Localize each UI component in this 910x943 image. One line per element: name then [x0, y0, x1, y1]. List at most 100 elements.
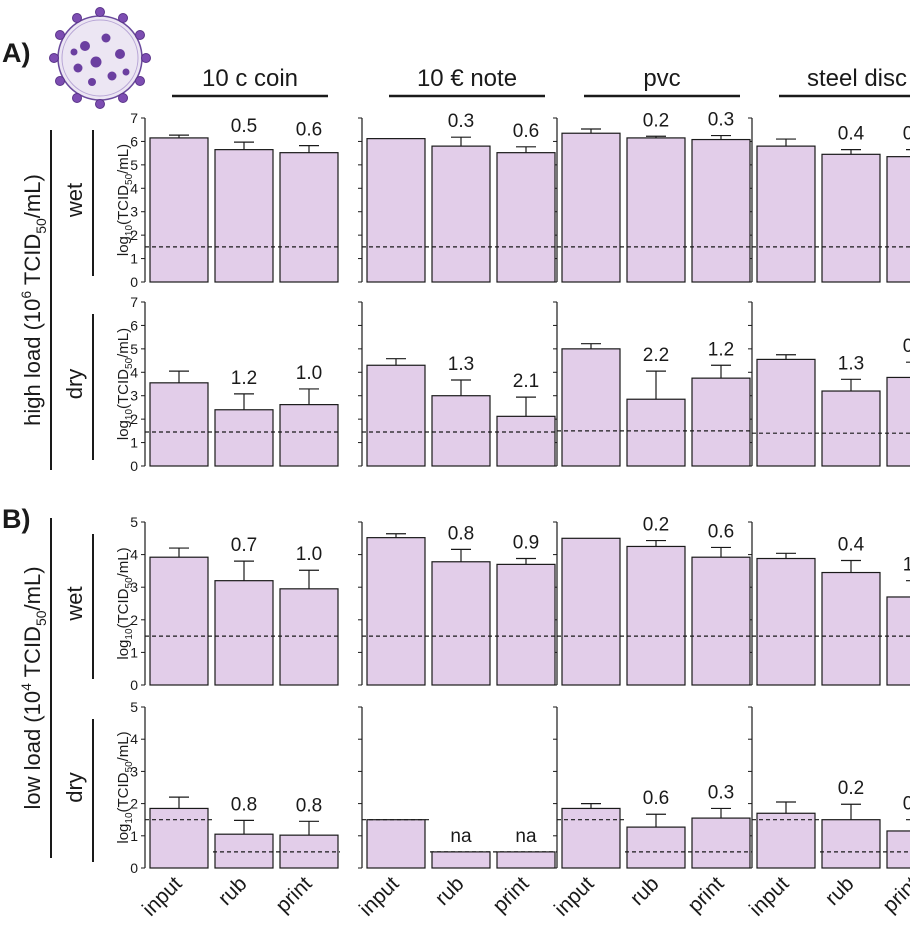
x-tick-label-rub: rub — [214, 872, 252, 910]
value-label: 0.6 — [513, 121, 539, 142]
load-label-part: /mL) — [20, 566, 45, 610]
y-tick-label: 1 — [130, 435, 138, 451]
bar-input — [561, 807, 621, 869]
load-label-part: high load (10 — [20, 299, 45, 426]
bar-rub — [821, 390, 881, 467]
x-tick-label-text: print — [271, 872, 316, 917]
y-tick-label: 1 — [130, 251, 138, 267]
bar-rub — [214, 833, 274, 869]
x-tick-label-rub: rub — [431, 872, 469, 910]
y-tick-label: 0 — [130, 274, 138, 290]
bar-print — [691, 138, 751, 283]
y-tick-label: 7 — [130, 110, 138, 126]
value-label: 0.8 — [231, 794, 257, 815]
condition-label-0: wet — [62, 183, 87, 218]
y-title-sub: 10 — [124, 409, 135, 421]
bar-input — [756, 557, 816, 686]
y-title-sub: 50 — [124, 173, 135, 185]
y-title-part: log — [115, 640, 132, 660]
x-tick-label-text: rub — [214, 872, 252, 910]
surface-header-2: pvc — [643, 65, 680, 92]
load-label-sup: 6 — [18, 291, 34, 299]
value-label: 1.2 — [708, 339, 734, 360]
y-tick-label: 4 — [130, 547, 138, 563]
y-title-sub: 50 — [124, 577, 135, 589]
condition-label-text: dry — [62, 369, 87, 400]
value-label: 0.6 — [903, 794, 910, 815]
condition-label-3: dry — [62, 772, 87, 803]
bar-print — [886, 376, 910, 467]
x-tick-label-text: input — [550, 872, 599, 921]
bar-print — [886, 156, 910, 283]
bar-print — [496, 152, 556, 283]
x-tick-label-text: input — [355, 872, 404, 921]
bar-input — [149, 556, 209, 686]
value-label: na — [450, 826, 472, 847]
x-tick-label-text: input — [745, 872, 794, 921]
bar-rub — [626, 826, 686, 869]
value-label: 0.2 — [643, 110, 669, 131]
bar-input — [366, 138, 426, 283]
bar-input — [366, 364, 426, 467]
load-label-part: TCID — [20, 234, 45, 291]
value-label: 0.8 — [448, 523, 474, 544]
y-title-sub: 50 — [124, 357, 135, 369]
y-tick-label: 4 — [130, 180, 138, 196]
value-label: 0.5 — [903, 124, 910, 145]
condition-label-text: wet — [62, 183, 87, 218]
value-label: 1.3 — [448, 354, 474, 375]
y-axis-title-text: log10(TCID50/mL) — [115, 144, 135, 256]
value-label: 0.2 — [838, 778, 864, 799]
bar-print — [279, 588, 339, 686]
bar-input — [756, 812, 816, 869]
y-title-part: log — [115, 236, 132, 256]
value-label: 1.3 — [838, 353, 864, 374]
bar-print — [496, 563, 556, 686]
x-tick-label-text: print — [488, 872, 533, 917]
y-title-part: /mL) — [115, 731, 132, 761]
x-tick-label-text: print — [878, 872, 910, 917]
condition-label-text: wet — [62, 586, 87, 621]
value-label: 0.5 — [231, 116, 257, 137]
value-label: 0.2 — [643, 515, 669, 536]
bar-print — [279, 152, 339, 283]
bar-input — [149, 807, 209, 869]
y-axis-title-text: log10(TCID50/mL) — [115, 731, 135, 843]
bar-print — [496, 851, 556, 869]
y-title-sub: 10 — [124, 225, 135, 237]
y-title-sub: 10 — [124, 812, 135, 824]
value-label: 0.4 — [838, 124, 865, 145]
value-label: 0.3 — [708, 110, 734, 131]
x-tick-label-print: print — [683, 872, 728, 917]
x-tick-label-input: input — [138, 872, 187, 921]
value-label: 0.6 — [643, 788, 669, 809]
bar-print — [279, 404, 339, 467]
section-label-0: A) — [2, 38, 31, 68]
y-tick-label: 1 — [130, 644, 138, 660]
y-title-part: (TCID — [115, 185, 132, 225]
bar-input — [366, 537, 426, 686]
y-title-part: log — [115, 420, 132, 440]
y-axis-title-2: log10(TCID50/mL) — [115, 547, 135, 659]
y-title-part: (TCID — [115, 772, 132, 812]
bar-rub — [626, 137, 686, 283]
bar-input — [561, 132, 621, 283]
value-label: na — [515, 826, 537, 847]
x-tick-label-print: print — [271, 872, 316, 917]
y-title-part: log — [115, 824, 132, 844]
x-tick-label-input: input — [745, 872, 794, 921]
load-label-0: high load (106 TCID50/mL) — [18, 174, 49, 426]
bar-rub — [431, 145, 491, 283]
value-label: 0.7 — [231, 535, 257, 556]
y-tick-label: 2 — [130, 227, 138, 243]
y-tick-label: 3 — [130, 763, 138, 779]
y-title-part: /mL) — [115, 328, 132, 358]
condition-label-1: dry — [62, 369, 87, 400]
y-axis-title-1: log10(TCID50/mL) — [115, 328, 135, 440]
load-label-text-0: high load (106 TCID50/mL) — [18, 174, 49, 426]
bar-print — [691, 377, 751, 467]
bar-rub — [214, 409, 274, 467]
y-tick-label: 3 — [130, 579, 138, 595]
bar-print — [691, 556, 751, 686]
bar-print — [279, 834, 339, 869]
